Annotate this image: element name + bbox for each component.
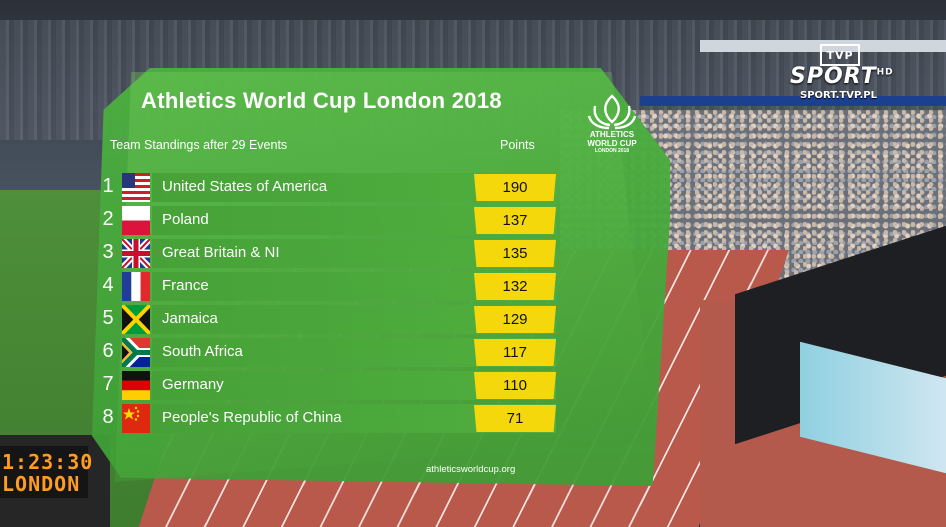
team-name: Poland: [162, 211, 209, 228]
rank-number: 8: [102, 406, 114, 428]
rank-number: 6: [102, 340, 114, 362]
race-clock: 1:23:30 LONDON: [0, 446, 92, 498]
rank-number: 3: [102, 241, 114, 263]
team-points: 110: [474, 372, 556, 399]
standings-row: 6 South Africa 117: [96, 336, 572, 369]
team-name: Great Britain & NI: [162, 244, 280, 261]
standings-row: 8 People's Republic of China 71: [96, 402, 572, 435]
south-africa-flag-icon: [122, 338, 150, 367]
team-name: United States of America: [162, 178, 328, 195]
team-points: 71: [474, 405, 556, 432]
rank-number: 1: [102, 175, 114, 197]
logo-line-2: WORLD CUP: [587, 139, 637, 148]
graphic-title: Athletics World Cup London 2018: [141, 88, 502, 113]
standings-row: 7 Germany 110: [96, 369, 572, 402]
sport-logo: SPORTHD: [790, 64, 894, 89]
germany-flag-icon: [122, 371, 150, 400]
sport-label: SPORT: [790, 64, 877, 89]
logo-line-1: ATHLETICS: [589, 130, 635, 139]
standings-row: 4 France 132: [96, 270, 572, 303]
standings-row: 3 Great Britain & NI 135: [96, 237, 572, 270]
france-flag-icon: [122, 272, 150, 301]
standings-row: 5 Jamaica 129: [96, 303, 572, 336]
uk-flag-icon: [122, 239, 150, 268]
tvp-logo: TVP: [820, 44, 860, 66]
team-points: 190: [474, 174, 556, 201]
standings-table: 1 United States of America 190 2 Poland …: [96, 171, 572, 435]
rank-number: 7: [102, 373, 114, 395]
poland-flag-icon: [122, 206, 150, 235]
team-name: Germany: [162, 376, 224, 393]
standings-subtitle: Team Standings after 29 Events: [110, 138, 288, 152]
clock-location: LONDON: [2, 472, 81, 496]
broadcaster-url: SPORT.TVP.PL: [800, 90, 877, 101]
jamaica-flag-icon: [122, 305, 150, 334]
standings-row: 1 United States of America 190: [96, 171, 572, 204]
rank-number: 4: [102, 274, 114, 296]
clock-time: 1:23:30: [2, 450, 94, 474]
graphic-url: athleticsworldcup.org: [426, 464, 516, 475]
team-points: 135: [474, 240, 556, 267]
team-points: 132: [474, 273, 556, 300]
team-points: 129: [474, 306, 556, 333]
team-name: People's Republic of China: [162, 409, 342, 426]
standings-row: 2 Poland 137: [96, 204, 572, 237]
stadium-banner-upper: [700, 40, 946, 52]
points-column-header: Points: [500, 138, 535, 152]
rank-number: 5: [102, 307, 114, 329]
logo-line-3: LONDON 2018: [594, 148, 630, 154]
team-points: 137: [474, 207, 556, 234]
athletics-world-cup-logo-icon: [587, 94, 637, 130]
team-points: 117: [474, 339, 556, 366]
rank-number: 2: [102, 208, 114, 230]
stadium-banner: [640, 96, 946, 106]
usa-flag-icon: [122, 173, 150, 202]
team-name: Jamaica: [162, 310, 218, 327]
china-flag-icon: [122, 404, 150, 433]
logo-wordmark: ATHLETICS WORLD CUP LONDON 2018: [580, 130, 644, 155]
sport-hd-label: HD: [876, 67, 894, 78]
team-name: South Africa: [162, 343, 243, 360]
team-name: France: [162, 277, 209, 294]
